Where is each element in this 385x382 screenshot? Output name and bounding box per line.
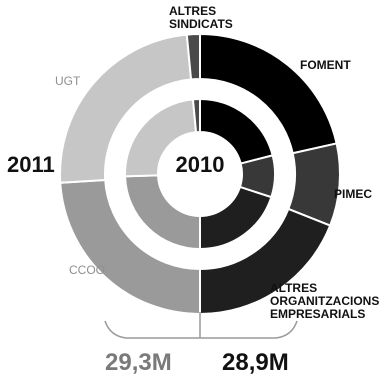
label-altres-org-line1: ALTRES — [270, 281, 317, 295]
label-altres-org-line2: ORGANITZACIONS — [270, 294, 379, 308]
label-altres-sindicats-line1: ALTRES — [169, 4, 216, 18]
slice-2010-ccoo — [124, 174, 201, 251]
label-pimec: PIMEC — [334, 187, 372, 201]
outer-ring-2011 — [59, 32, 341, 316]
total-outer: 29,3M — [105, 349, 172, 376]
label-ugt: UGT — [55, 74, 81, 88]
label-foment: FOMENT — [300, 58, 351, 72]
slice-2010-altres-sindicats — [191, 97, 201, 134]
ring-label-outer: 2011 — [7, 152, 55, 177]
label-ccoo: CCOO — [69, 263, 105, 277]
label-altres-org-line3: EMPRESARIALS — [270, 307, 365, 321]
ring-label-inner: 2010 — [176, 152, 225, 177]
slice-2011-altres-sindicats — [185, 32, 201, 81]
label-altres-sindicats-line2: SINDICATS — [169, 17, 233, 31]
totals-bracket — [104, 320, 298, 339]
total-inner: 28,9M — [222, 349, 289, 376]
slice-2010-altres-organitzacions-empresarials — [199, 185, 273, 251]
inner-ring-2010 — [124, 97, 276, 251]
